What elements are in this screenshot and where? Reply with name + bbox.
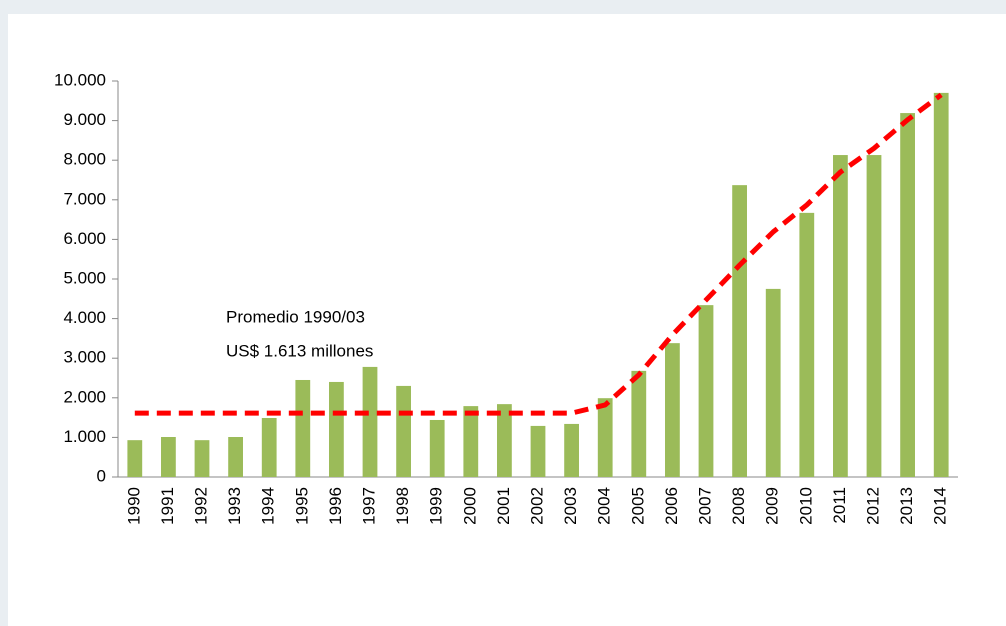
y-tick-label: 0: [97, 466, 106, 485]
x-tick-label: 1991: [158, 487, 177, 525]
y-tick-label: 7.000: [63, 189, 106, 208]
bar: [295, 379, 311, 477]
x-tick-label: 2007: [695, 487, 714, 525]
bar: [228, 437, 243, 477]
bar: [631, 370, 647, 477]
bar: [698, 305, 714, 477]
bar: [866, 155, 882, 477]
x-tick-label: 2010: [796, 487, 815, 525]
y-tick-label: 9.000: [63, 110, 106, 129]
x-tick-label: 1995: [292, 487, 311, 525]
bar: [597, 398, 613, 477]
x-tick-label: 1994: [259, 487, 278, 525]
y-tick-label: 1.000: [63, 427, 106, 446]
bar: [564, 423, 579, 477]
y-tick-label: 2.000: [63, 387, 106, 406]
y-tick-label: 6.000: [63, 229, 106, 248]
x-tick-label: 2013: [897, 487, 916, 525]
trend-line: [134, 92, 943, 416]
x-tick-label: 1998: [393, 487, 412, 525]
panel: [8, 14, 1006, 626]
x-tick-label: 2001: [494, 487, 513, 525]
x-tick-label: 2008: [729, 487, 748, 525]
x-tick-label: 1997: [359, 487, 378, 525]
x-tick-label: 2002: [527, 487, 546, 525]
bar: [261, 417, 277, 477]
x-tick-label: 2011: [830, 487, 849, 524]
x-tick-label: 2000: [460, 487, 479, 525]
y-tick-label: 8.000: [63, 150, 106, 169]
x-tick-label: 2009: [763, 487, 782, 525]
bar: [329, 381, 344, 477]
y-tick-label: 3.000: [63, 348, 106, 367]
y-tick-label: 4.000: [63, 308, 106, 327]
x-tick-label: 2005: [628, 487, 647, 525]
x-tick-label: 2006: [662, 487, 681, 525]
bar: [429, 419, 445, 477]
bar: [530, 425, 546, 477]
x-tick-label: 2003: [561, 487, 580, 525]
x-tick-label: 2004: [595, 487, 614, 525]
x-tick-label: 2012: [863, 487, 882, 525]
x-tick-label: 1996: [326, 487, 345, 525]
y-tick-label: 5.000: [63, 268, 106, 287]
bar: [362, 366, 378, 477]
x-tick-label: 1992: [191, 487, 210, 525]
annotation: US$ 1.613 millones: [226, 341, 373, 360]
annotation: Promedio 1990/03: [226, 307, 365, 326]
bar: [900, 113, 915, 478]
bar: [799, 212, 815, 478]
x-tick-label: 1999: [427, 487, 446, 525]
bar: [732, 185, 747, 477]
bar: [497, 404, 512, 477]
bar: [161, 437, 176, 477]
x-tick-label: 1993: [225, 487, 244, 525]
bar: [396, 385, 411, 477]
bar: [194, 440, 210, 477]
bar: [127, 440, 143, 477]
y-tick-label: 10.000: [54, 70, 106, 89]
x-tick-label: 1990: [124, 487, 143, 525]
bar: [933, 92, 949, 477]
x-tick-label: 2014: [931, 487, 950, 525]
bar: [665, 343, 680, 477]
bar: [463, 406, 479, 477]
bar: [833, 155, 848, 477]
bar: [765, 288, 781, 477]
